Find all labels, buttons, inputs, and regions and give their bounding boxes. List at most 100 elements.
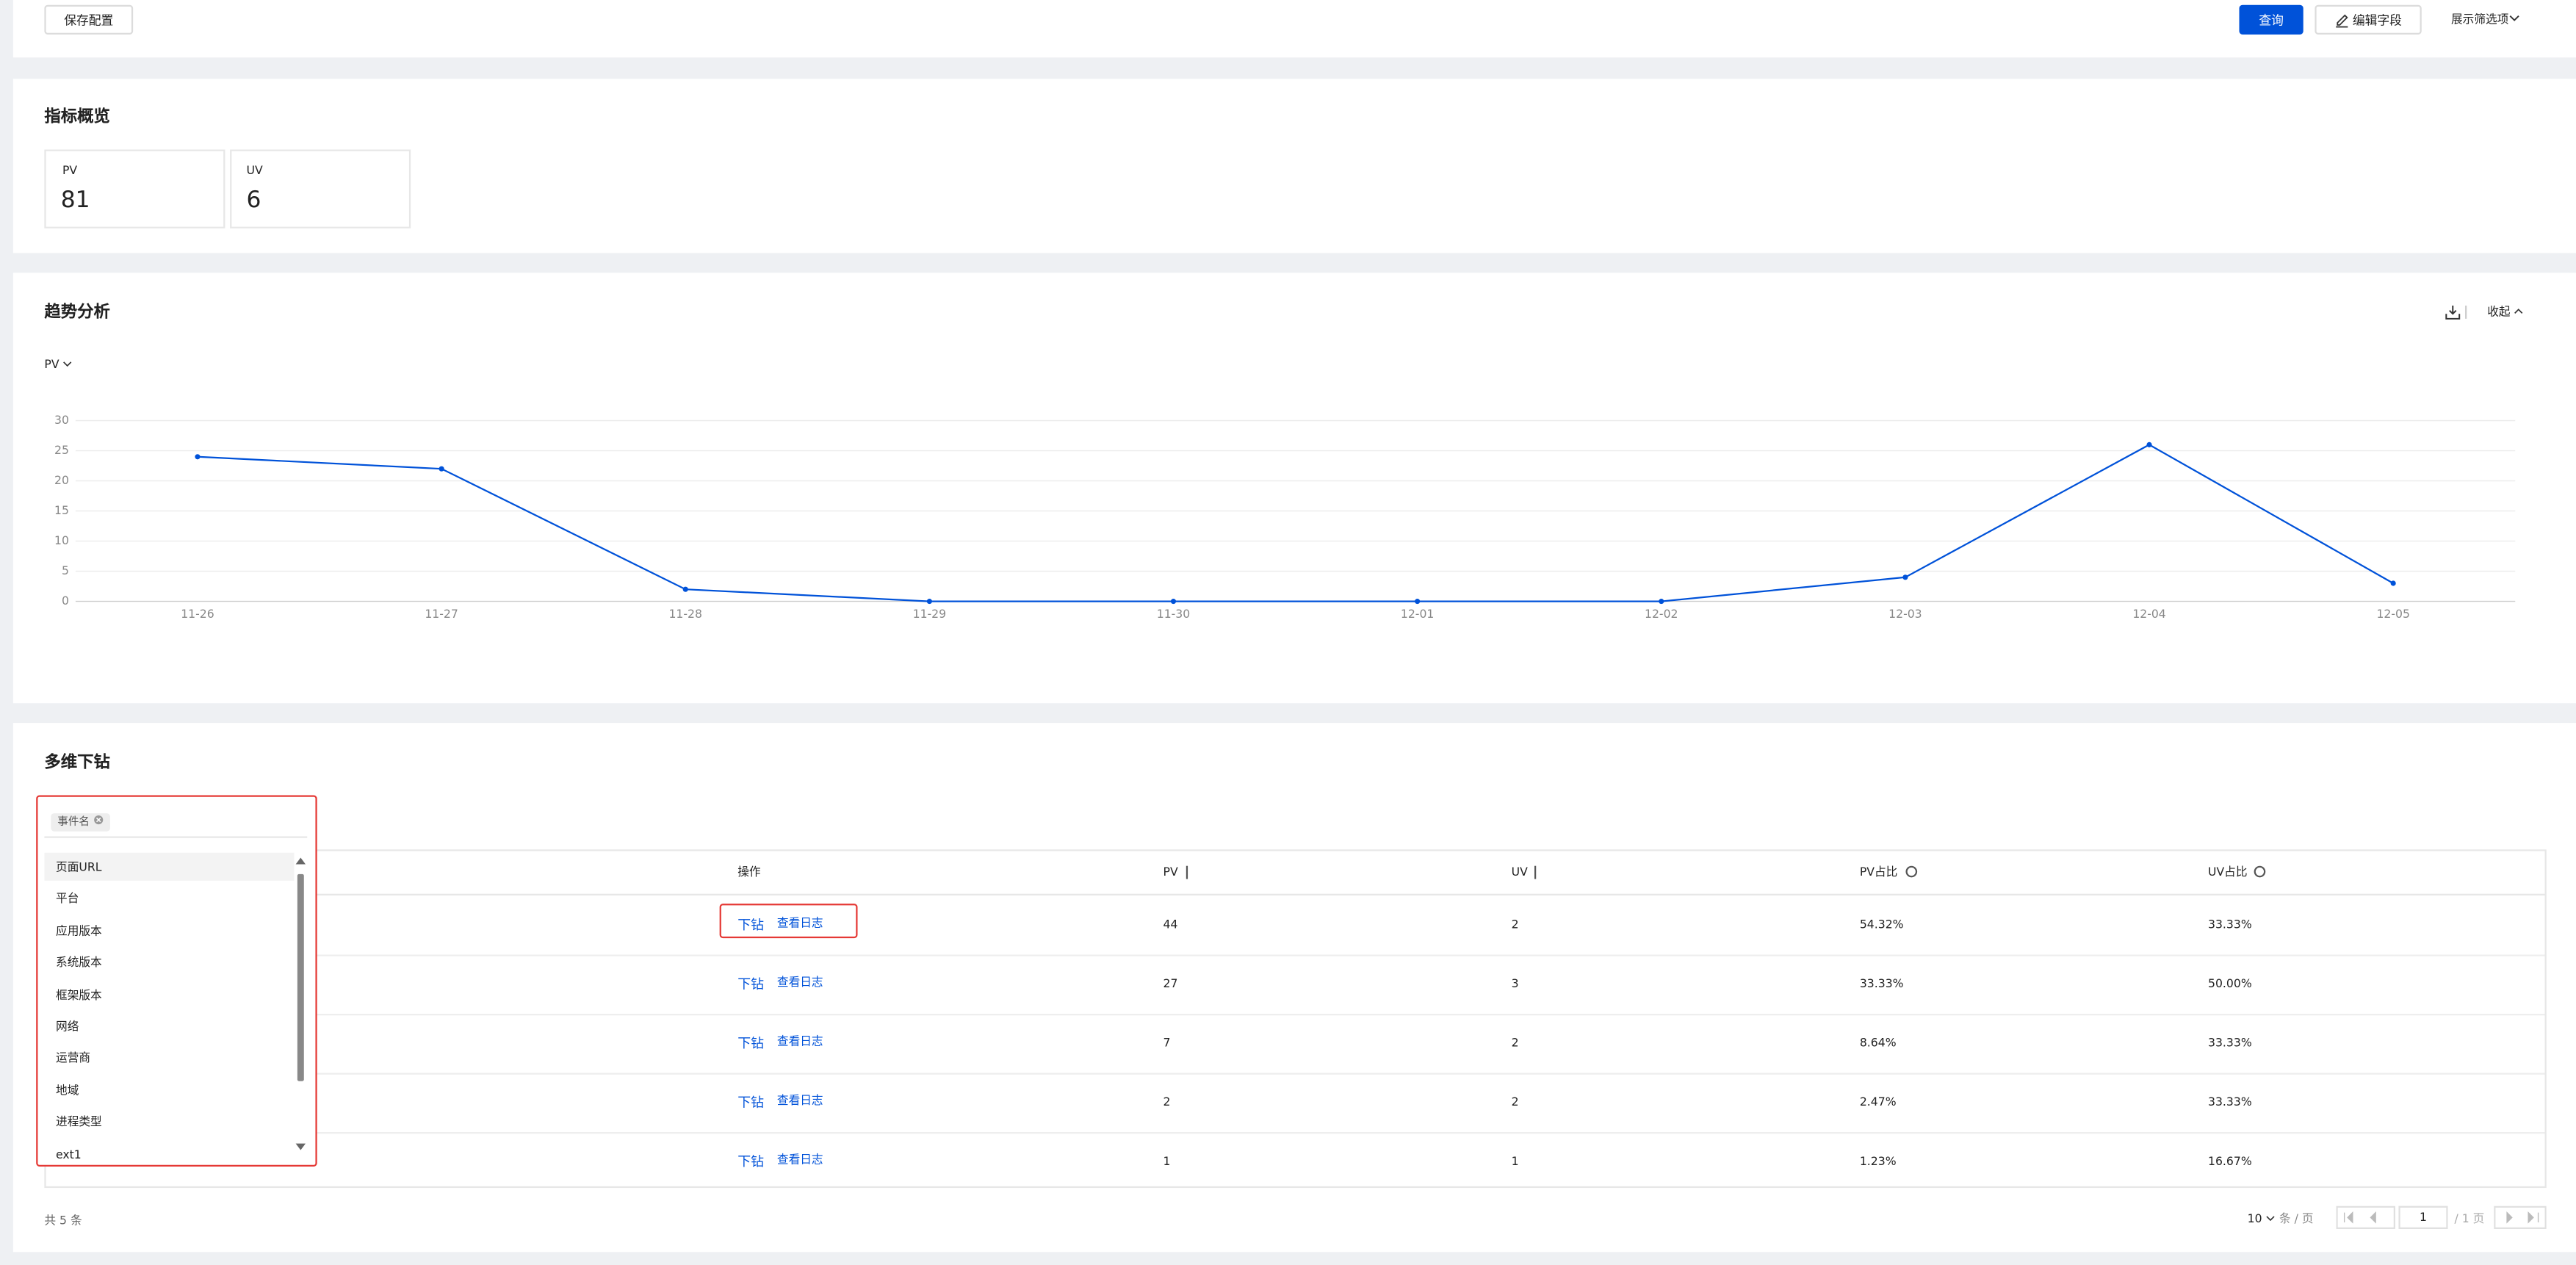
query-button[interactable]: 查询 [2239, 4, 2303, 35]
save-button[interactable]: 保存配置 [44, 4, 134, 35]
header-divider [46, 893, 2545, 895]
column-header: UV [1511, 865, 1528, 879]
sort-icon [1534, 865, 1543, 879]
collapse-button[interactable]: 收起 [2487, 304, 2524, 320]
dropdown-option[interactable]: 地域 [56, 1084, 79, 1098]
info-icon [1905, 865, 1918, 877]
drill-link[interactable]: 下钻 [737, 1036, 765, 1051]
table-cell: 16.67% [2208, 1155, 2252, 1169]
drilldown-title: 多维下钻 [44, 754, 110, 773]
scrollbar[interactable] [292, 853, 309, 1158]
dropdown-option[interactable]: 框架版本 [56, 988, 102, 1002]
dropdown-option[interactable]: ext1 [56, 1147, 82, 1161]
highlight-box [719, 904, 858, 939]
trend-panel [12, 273, 2576, 704]
view-log-link[interactable]: 查看日志 [776, 976, 823, 990]
view-log-link[interactable]: 查看日志 [776, 917, 823, 930]
view-log-link[interactable]: 查看日志 [776, 1094, 823, 1108]
total-count: 共 5 条 [44, 1214, 82, 1228]
tag-input[interactable] [44, 807, 308, 838]
dropdown-option[interactable]: 页面URL [56, 860, 102, 874]
edit-fields-button[interactable]: 编辑字段 [2315, 4, 2422, 35]
dropdown-option[interactable]: 应用版本 [56, 924, 102, 938]
dropdown-option[interactable]: 网络 [56, 1020, 79, 1034]
x-tick-label: 12-02 [1645, 607, 1678, 621]
y-tick-label: 15 [54, 503, 69, 517]
column-header: UV占比 [2208, 865, 2248, 879]
x-tick-label: 12-03 [1888, 607, 1922, 621]
view-log-link[interactable]: 查看日志 [776, 1035, 823, 1048]
dropdown-option[interactable]: 系统版本 [56, 956, 102, 970]
data-point [2390, 580, 2396, 586]
page-total: / 1 页 [2454, 1212, 2485, 1226]
table-cell: 1.23% [1859, 1155, 1897, 1169]
y-tick-label: 10 [54, 533, 69, 547]
next-buttons[interactable] [2494, 1205, 2547, 1229]
drill-link[interactable]: 下钻 [737, 1154, 765, 1170]
table-cell: 2 [1511, 1037, 1519, 1050]
filter-toggle[interactable]: 展示筛选项 [2451, 12, 2520, 28]
data-point [195, 454, 201, 460]
y-tick-label: 30 [54, 413, 69, 427]
x-tick-label: 11-28 [668, 607, 701, 621]
table-cell: 7 [1163, 1037, 1171, 1050]
page-size-select[interactable]: 10 条 / 页 [2248, 1211, 2314, 1227]
x-tick-label: 12-04 [2132, 607, 2165, 621]
selected-tag[interactable]: 事件名 [51, 813, 109, 832]
metric-label: PV [62, 164, 78, 178]
prev-buttons[interactable] [2336, 1205, 2395, 1229]
drill-link[interactable]: 下钻 [737, 1095, 765, 1110]
overview-panel [12, 79, 2576, 253]
chevron-icon [2266, 1216, 2275, 1222]
x-tick-label: 11-26 [181, 607, 214, 621]
page-input[interactable]: 1 [2398, 1205, 2448, 1229]
column-header: 操作 [737, 865, 761, 879]
dropdown-option[interactable]: 平台 [56, 893, 79, 907]
drilldown-table: 操作 PV UV PV占比 UV占比 下钻 查看日志 44 2 54.32% 33.33% 下钻 查看日… [44, 849, 2547, 1189]
data-point [926, 599, 932, 605]
metric-value: 6 [246, 187, 261, 214]
drill-link[interactable]: 下钻 [737, 918, 765, 933]
table-cell: 33.33% [2208, 1095, 2252, 1109]
dropdown-option[interactable]: 运营商 [56, 1052, 91, 1066]
x-tick-label: 12-05 [2376, 607, 2409, 621]
x-tick-label: 11-30 [1157, 607, 1190, 621]
data-point [439, 466, 444, 472]
info-icon [2254, 865, 2266, 877]
data-point [2146, 442, 2152, 447]
overview-title: 指标概览 [44, 108, 110, 127]
metric-select[interactable]: PV [44, 358, 73, 371]
data-point [1659, 599, 1664, 605]
row-divider [46, 1073, 2545, 1075]
table-cell: 3 [1511, 977, 1519, 991]
table-cell: 33.33% [2208, 1037, 2252, 1050]
view-log-link[interactable]: 查看日志 [776, 1153, 823, 1167]
sort-icon [1186, 865, 1194, 879]
tag-close-icon[interactable] [93, 815, 103, 825]
page-size-unit: 条 / 页 [2279, 1212, 2314, 1226]
chevron-icon [63, 361, 72, 367]
trend-chart: 0 5 10 15 20 25 30 11-26 11-27 11-28 11-29 11-30 12-… [54, 413, 2516, 621]
row-divider [46, 1132, 2545, 1134]
x-tick-label: 11-29 [913, 607, 946, 621]
metric-card: UV 6 [230, 149, 411, 228]
metric-value: 81 [60, 187, 90, 214]
download-icon[interactable] [2445, 304, 2471, 320]
table-cell: 1 [1511, 1155, 1519, 1169]
table-cell: 2 [1163, 1095, 1171, 1109]
y-tick-label: 5 [62, 563, 69, 577]
table-cell: 2 [1511, 1095, 1519, 1109]
table-cell: 2 [1511, 918, 1519, 932]
dropdown-option[interactable]: 进程类型 [56, 1116, 102, 1129]
drill-link[interactable]: 下钻 [737, 976, 765, 992]
data-point [1415, 599, 1421, 605]
table-cell: 2.47% [1859, 1095, 1897, 1109]
toolbar-panel [12, 0, 2576, 58]
table-cell: 27 [1163, 977, 1178, 991]
row-divider [46, 1013, 2545, 1016]
data-point [682, 586, 688, 592]
edit-icon [2336, 13, 2348, 27]
dimension-dropdown: 事件名 页面URL 平台应用版本系统版本框架版本网络运营商地域进程类型 ext1 [36, 795, 317, 1167]
